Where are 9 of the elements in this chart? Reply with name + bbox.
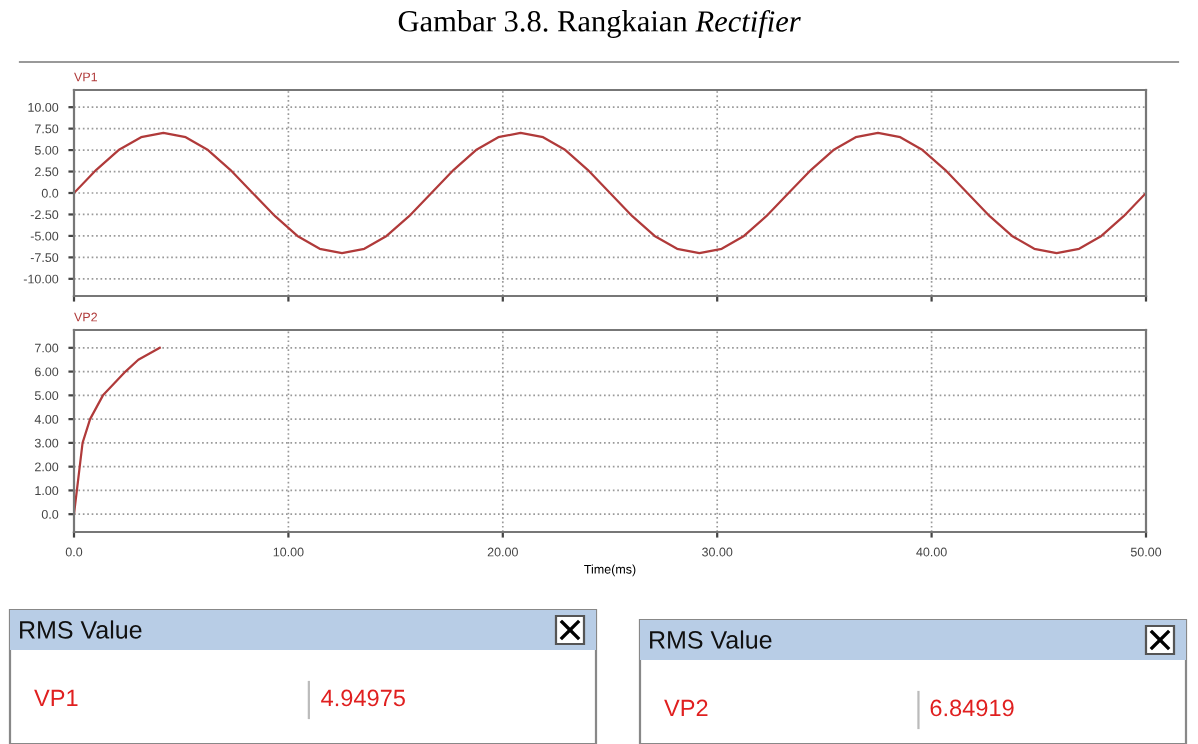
text: VP1 [34, 689, 78, 707]
text: 4.94975 [321, 689, 405, 707]
text: 6.84919 [930, 699, 1014, 717]
line-series [74, 131, 1146, 255]
text: RMS Value [650, 630, 772, 649]
chart-title: Gambar 3.8. Rangkaian Rectifier [398, 9, 801, 39]
text: RMS Value [20, 620, 142, 639]
line-series [74, 346, 161, 516]
text: VP2 [664, 699, 708, 717]
